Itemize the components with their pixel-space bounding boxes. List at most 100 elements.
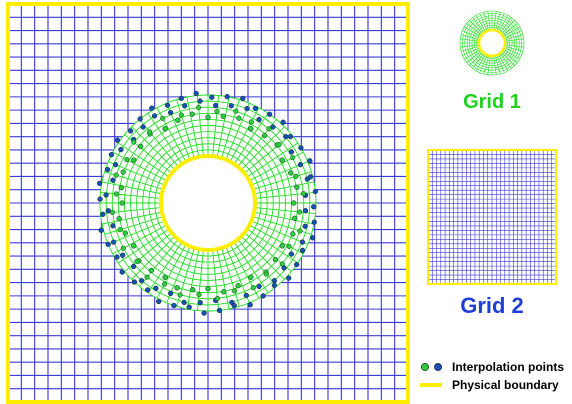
- annulus-spoke: [246, 228, 299, 264]
- interpolation-point: [293, 173, 299, 179]
- interpolation-point: [297, 162, 304, 168]
- thumb1-spoke: [502, 50, 518, 63]
- interpolation-point: [297, 228, 303, 234]
- legend-blue-point-icon: [434, 363, 442, 371]
- interpolation-point: [224, 94, 230, 100]
- interpolation-point: [247, 302, 253, 308]
- interpolation-point: [231, 302, 237, 309]
- interpolation-point: [299, 239, 306, 245]
- interpolation-point: [286, 243, 292, 249]
- interpolation-point: [292, 215, 298, 221]
- annulus-spoke: [117, 142, 170, 178]
- interpolation-point: [232, 288, 238, 294]
- thumb1-spoke: [462, 30, 481, 39]
- annulus-spoke: [216, 249, 230, 310]
- interpolation-point: [299, 247, 306, 254]
- annulus-spoke: [225, 103, 250, 160]
- interpolation-point: [113, 172, 119, 178]
- thumb1-spoke: [461, 46, 480, 52]
- interpolation-point: [276, 142, 282, 148]
- interpolation-point: [131, 279, 138, 285]
- annulus-spoke: [251, 220, 308, 245]
- thumb1-spoke: [483, 12, 489, 31]
- interpolation-point: [250, 285, 256, 291]
- interpolation-point: [235, 283, 241, 289]
- thumb1-spoke: [472, 17, 485, 33]
- thumb1-spoke: [504, 44, 524, 48]
- interpolation-point: [291, 200, 297, 206]
- thumb1-spoke: [487, 55, 491, 75]
- interpolation-point: [149, 105, 155, 111]
- interpolation-point: [290, 231, 296, 237]
- thumb1-spoke: [475, 54, 486, 71]
- interpolation-point: [302, 223, 308, 229]
- interpolation-point: [110, 223, 116, 229]
- interpolation-point: [103, 192, 109, 198]
- interpolation-point: [236, 115, 242, 121]
- interpolation-point: [97, 196, 103, 202]
- hole-region: [161, 156, 255, 250]
- interpolation-point: [118, 146, 124, 153]
- interpolation-point: [118, 185, 124, 191]
- thumb1-spoke: [469, 51, 484, 66]
- thumb1-spoke: [504, 34, 523, 40]
- interpolation-point: [300, 191, 307, 197]
- interpolation-point: [220, 113, 226, 119]
- legend: Interpolation points Physical boundary: [420, 360, 564, 392]
- annulus-spoke: [244, 134, 292, 174]
- interpolation-point: [122, 230, 128, 236]
- interpolation-point: [177, 292, 183, 298]
- interpolation-point: [196, 292, 202, 298]
- interpolation-point: [162, 274, 168, 280]
- annulus-spoke: [139, 119, 179, 167]
- interpolation-point: [109, 209, 116, 215]
- interpolation-point: [162, 126, 168, 132]
- thumb1-spoke: [496, 54, 505, 73]
- thumb1-spoke: [495, 55, 501, 74]
- thumb1-spoke: [503, 49, 520, 60]
- interpolation-point: [298, 145, 304, 151]
- annulus-spoke: [233, 112, 269, 165]
- interpolation-point: [127, 128, 134, 134]
- interpolation-point: [214, 295, 220, 302]
- annulus-spoke: [186, 249, 200, 310]
- annulus-spoke: [156, 244, 187, 299]
- thumb1-spoke: [504, 46, 523, 52]
- interpolation-point: [297, 209, 303, 215]
- interpolation-point: [137, 116, 143, 122]
- interpolation-point: [279, 261, 285, 267]
- thumb1-spoke: [483, 55, 489, 74]
- thumb1-spoke: [502, 23, 518, 36]
- interpolation-points: [96, 90, 319, 316]
- interpolation-point: [263, 271, 269, 277]
- interpolation-point: [119, 200, 125, 206]
- thumb1-spoke: [493, 11, 497, 31]
- interpolation-point: [189, 111, 195, 117]
- thumb1-spoke: [460, 44, 480, 48]
- interpolation-point: [286, 275, 292, 281]
- interpolation-point: [153, 285, 159, 291]
- interpolation-point: [181, 299, 187, 306]
- thumb1-spoke: [479, 54, 488, 73]
- interpolation-point: [201, 310, 207, 316]
- interpolation-point: [162, 281, 168, 287]
- interpolation-point: [130, 263, 137, 270]
- thumb1-spoke: [496, 13, 505, 32]
- interpolation-point: [167, 109, 174, 116]
- annulus-spoke: [104, 216, 164, 235]
- interpolation-point: [131, 157, 137, 163]
- thumb1-spoke: [461, 34, 480, 40]
- interpolation-point: [167, 290, 174, 297]
- thumb2-boundary: [427, 149, 557, 285]
- thumb1-spoke: [495, 12, 501, 31]
- legend-interpolation-label: Interpolation points: [452, 360, 564, 374]
- thumb1-spoke: [472, 53, 485, 69]
- interpolation-point: [104, 166, 111, 173]
- annulus-spoke: [186, 96, 200, 157]
- thumb1-spoke: [479, 13, 488, 32]
- interpolation-point: [205, 114, 211, 120]
- interpolation-point: [233, 108, 239, 114]
- annulus-spoke: [229, 107, 260, 162]
- annulus-spoke: [131, 126, 176, 171]
- thumb1-spoke: [464, 49, 481, 60]
